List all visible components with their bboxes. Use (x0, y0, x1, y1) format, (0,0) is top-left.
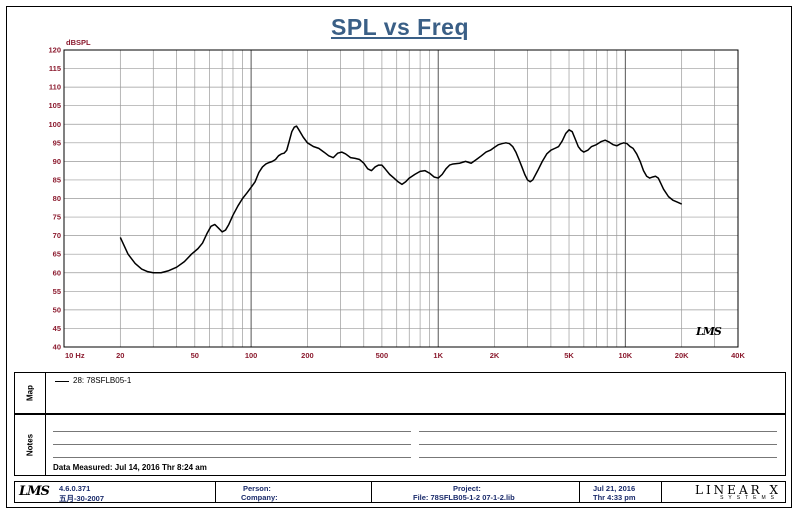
x-tick-label: 50 (191, 351, 199, 360)
series-line (119, 125, 682, 274)
notes-line[interactable] (53, 431, 411, 432)
plot-lms-logo: LMS (696, 325, 722, 338)
notes-line[interactable] (53, 444, 411, 445)
notes-line[interactable] (53, 457, 411, 458)
version-date: 五月-30-2007 (59, 494, 105, 503)
report-frame (6, 6, 792, 508)
data-measured: Data Measured: Jul 14, 2016 Thr 8:24 am (53, 463, 207, 472)
y-tick-label: 95 (53, 138, 61, 147)
y-tick-label: 85 (53, 175, 61, 184)
y-tick-label: 40 (53, 343, 61, 352)
y-tick-label: 75 (53, 213, 61, 222)
y-axis-label: dBSPL (66, 38, 91, 47)
separator (371, 482, 372, 502)
y-tick-label: 80 (53, 194, 61, 203)
separator (661, 482, 662, 502)
person-label: Person: (243, 484, 271, 493)
notes-line[interactable] (419, 457, 777, 458)
legend-swatch (55, 381, 69, 382)
y-tick-label: 65 (53, 250, 61, 259)
company-label: Company: (241, 493, 278, 502)
y-tick-labels: 40 45 50 55 60 65 70 75 80 85 90 95 100 105 110 115 120 (48, 46, 61, 352)
brand-logo: LINEAR X (694, 483, 781, 497)
notes-tab[interactable]: Notes (15, 415, 46, 475)
legend-entry[interactable]: 28: 78SFLB05-1 (73, 376, 132, 385)
x-tick-label: 10K (618, 351, 632, 360)
y-tick-label: 120 (48, 46, 61, 55)
y-tick-label: 110 (49, 83, 61, 92)
x-tick-label: 100 (245, 351, 258, 360)
separator (579, 482, 580, 502)
notes-tab-label: Notes (25, 433, 35, 457)
date-cell: Jul 21, 2016 Thr 4:33 pm (593, 482, 673, 502)
y-tick-label: 115 (49, 64, 61, 73)
notes-line[interactable] (419, 431, 777, 432)
y-tick-label: 45 (53, 324, 61, 333)
map-tab-label: Map (25, 385, 35, 401)
y-tick-label: 55 (53, 287, 61, 296)
x-tick-label: 2K (490, 351, 500, 360)
x-tick-label: 20 (116, 351, 124, 360)
project-label: Project: (453, 484, 481, 493)
file-label: File: 78SFLB05-1-2 07-1-2.lib (413, 493, 515, 502)
y-tick-label: 70 (53, 231, 61, 240)
chart-title: SPL vs Freq (330, 14, 470, 40)
y-tick-label: 100 (48, 120, 61, 129)
map-tab[interactable]: Map (15, 373, 46, 413)
version: 4.6.0.371 (59, 484, 91, 493)
x-tick-label: 5K (564, 351, 574, 360)
x-tick-label: 1K (433, 351, 443, 360)
y-tick-label: 105 (48, 101, 61, 110)
person-cell: Person: Company: (241, 482, 343, 502)
x-tick-label: 10 Hz (65, 351, 85, 360)
footer-bar: LMS 4.6.0.371 五月-30-2007 Person: Company… (14, 481, 786, 503)
x-tick-label: 20K (675, 351, 689, 360)
map-panel: Map 28: 78SFLB05-1 (14, 372, 786, 414)
notes-panel: Notes Data Measured: Jul 14, 2016 Thr 8:… (14, 414, 786, 476)
version-cell: 4.6.0.371 五月-30-2007 (59, 482, 209, 503)
lms-logo: LMS (19, 484, 50, 499)
plot-border (63, 49, 739, 348)
report-time: Thr 4:33 pm (593, 493, 636, 502)
y-tick-label: 90 (53, 157, 61, 166)
spl-chart: dBSPL 40 45 50 55 60 65 70 75 80 85 90 95 100 105 110 1… (48, 38, 745, 360)
notes-line[interactable] (419, 444, 777, 445)
y-tick-label: 60 (53, 268, 61, 277)
x-tick-labels: 10 Hz 20 50 100 200 500 1K 2K 5K 10K 20K 40K (65, 351, 745, 360)
x-tick-label: 500 (376, 351, 389, 360)
brand-sub: SYSTEMS (720, 495, 779, 501)
project-cell: Project: File: 78SFLB05-1-2 07-1-2.lib (413, 482, 583, 502)
report-date: Jul 21, 2016 (593, 484, 636, 493)
y-tick-label: 50 (53, 305, 61, 314)
x-tick-label: 200 (301, 351, 314, 360)
series-group (119, 125, 682, 274)
grid-lines (63, 49, 739, 348)
x-tick-label: 40K (731, 351, 745, 360)
separator (215, 482, 216, 502)
